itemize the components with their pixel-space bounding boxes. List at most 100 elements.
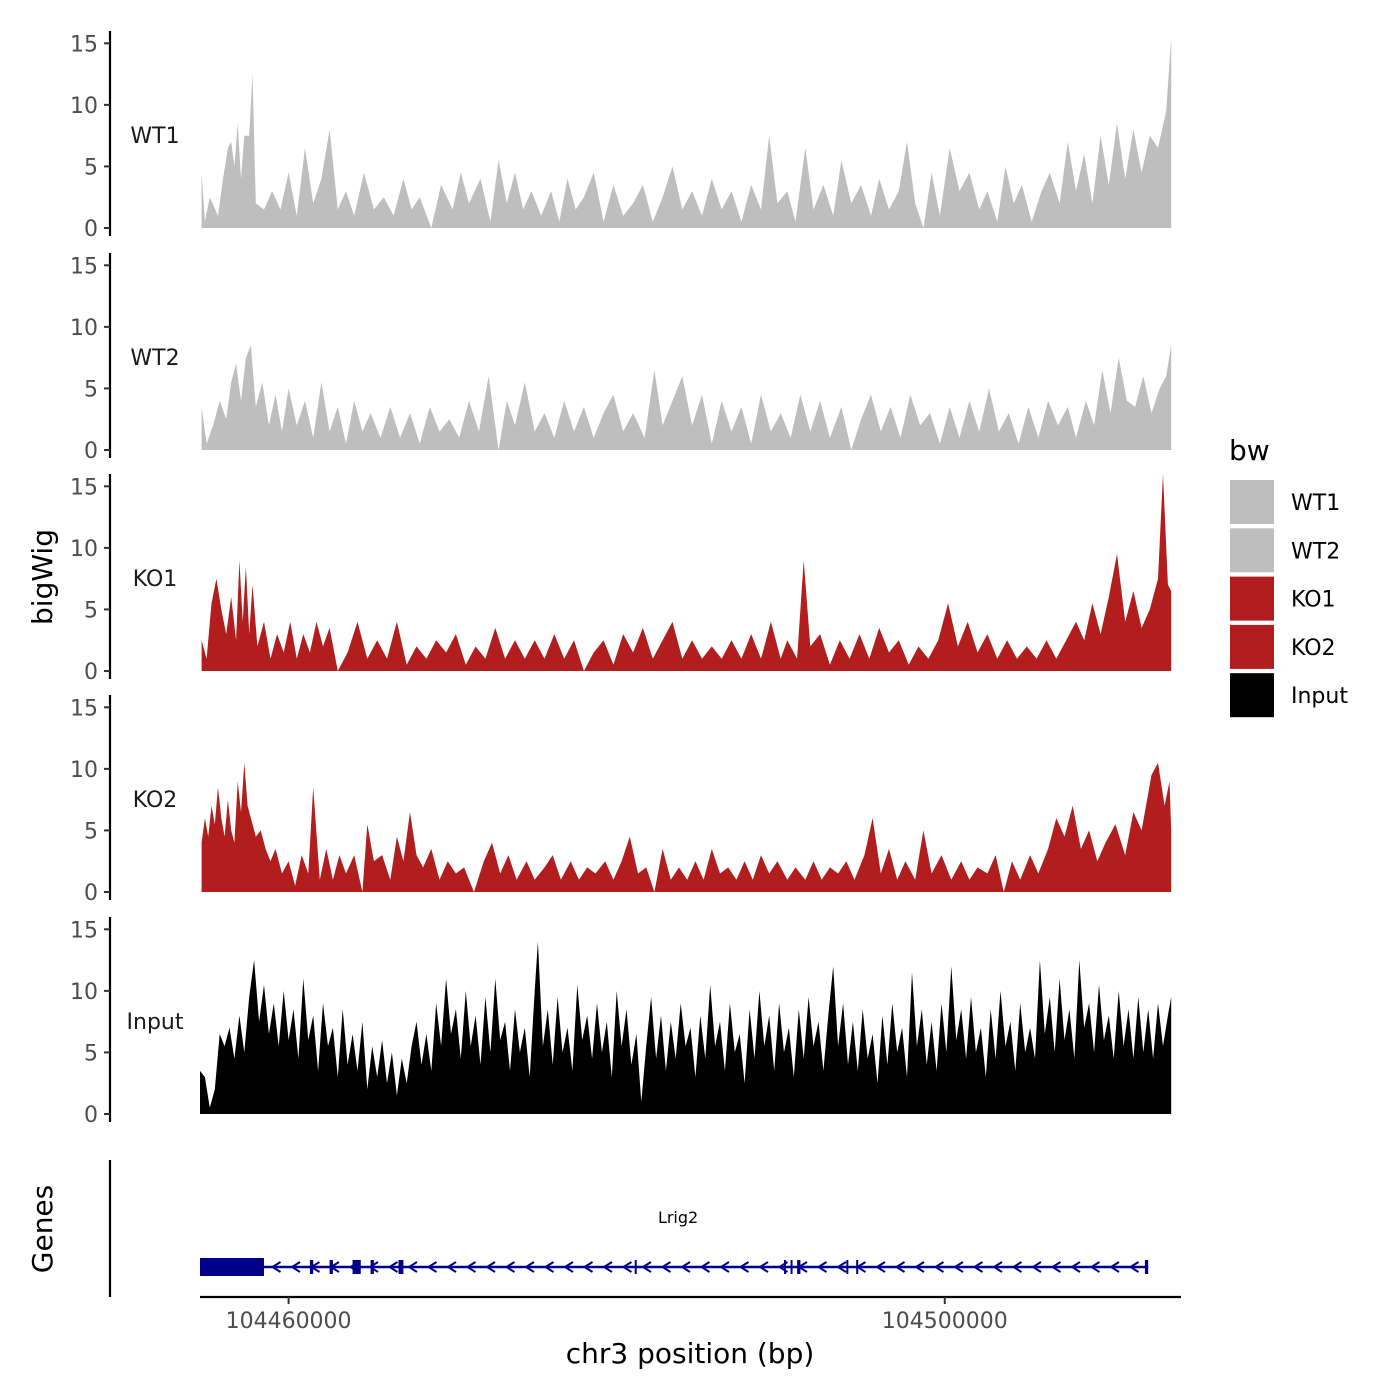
gene-exon [790,1260,793,1274]
gene-exon [846,1260,849,1274]
legend-swatch-input [1230,673,1274,718]
y-tick-label: 5 [84,155,98,180]
genes-axis-title: Genes [26,1185,59,1273]
gene-exon [352,1260,361,1274]
track-wt1: 0 5 10 15 WT1 [70,31,1172,242]
y-tick-label: 0 [84,217,98,242]
legend-swatch-wt1 [1230,480,1274,524]
track-input: 0 5 10 15 Input [70,917,1172,1128]
gene-strand-arrow [1109,1261,1120,1273]
legend-title: bw [1229,434,1270,467]
x-tick-label: 104500000 [882,1309,1008,1334]
gene-strand-arrow [680,1261,691,1273]
gene-strand-arrow [953,1261,964,1273]
gene-strand-arrow [1070,1261,1081,1273]
gene-utr-exon [200,1258,264,1276]
coverage-area-wt1 [201,37,1172,229]
coverage-tracks: 0 5 10 15 WT1 0 5 10 15 WT2 0 5 10 15 KO1 0 5 10 15 KO2 0 5 10… [70,31,1172,1128]
coverage-area-wt2 [201,345,1172,450]
y-tick-label: 5 [84,819,98,844]
gene-strand-arrow [524,1261,535,1273]
gene-strand-arrow [816,1261,828,1273]
legend-label-wt1: WT1 [1291,491,1340,516]
track-label-ko1: KO1 [133,567,178,592]
y-tick-label: 0 [84,1103,98,1128]
legend-label-ko1: KO1 [1291,588,1336,613]
y-tick-label: 0 [84,881,98,906]
gene-strand-arrow [543,1261,555,1273]
gene-exon [329,1260,333,1274]
gene-strand-arrow [1031,1261,1042,1273]
y-tick-label: 15 [70,254,98,279]
track-wt2: 0 5 10 15 WT2 [70,253,1172,464]
gene-strand-arrow [1050,1261,1062,1273]
legend-swatch-wt2 [1230,528,1274,573]
gene-exon [370,1260,374,1274]
gene-exon [398,1260,404,1274]
y-tick-label: 0 [84,439,98,464]
x-axis-title: chr3 position (bp) [566,1337,815,1370]
legend-label-input: Input [1291,684,1348,709]
track-label-input: Input [127,1010,184,1035]
gene-strand-arrow [446,1261,457,1273]
gene-exon [784,1260,787,1274]
genes-track: Lrig2 [108,1160,1149,1297]
gene-strand-arrow [426,1261,438,1273]
y-tick-label: 10 [70,758,98,783]
gene-strand-arrow [894,1261,906,1273]
gene-strand-arrow [270,1261,282,1273]
y-tick-label: 10 [70,980,98,1005]
y-tick-label: 10 [70,94,98,119]
track-ko2: 0 5 10 15 KO2 [70,695,1172,906]
coverage-area-ko2 [201,762,1172,892]
y-tick-label: 15 [70,696,98,721]
gene-exon [1144,1260,1149,1274]
gene-exon [797,1260,801,1274]
gene-strand-arrow [738,1261,750,1273]
gene-strand-arrow [1089,1261,1101,1273]
y-tick-label: 0 [84,660,98,685]
gene-strand-arrow [485,1261,496,1273]
gene-strand-arrow [407,1261,418,1273]
gene-strand-arrow [504,1261,516,1273]
gene-exon [309,1260,314,1274]
legend: bw WT1 WT2 KO1 KO2 Input [1229,434,1348,718]
y-tick-label: 5 [84,1041,98,1066]
track-label-ko2: KO2 [133,788,178,813]
y-tick-label: 5 [84,598,98,623]
gene-strand-arrow [972,1261,984,1273]
gene-strand-arrow [914,1261,925,1273]
y-tick-label: 15 [70,32,98,57]
gene-strand-arrow [465,1261,477,1273]
x-tick-label: 104460000 [226,1309,352,1334]
gene-exon [634,1260,637,1274]
gene-strand-arrow [875,1261,886,1273]
track-ko1: 0 5 10 15 KO1 [70,474,1172,685]
gene-strand-arrow [933,1261,945,1273]
gene-strand-arrow [387,1261,399,1273]
y-tick-label: 10 [70,316,98,341]
gene-strand-arrow [368,1261,379,1273]
legend-swatch-ko1 [1230,576,1274,621]
y-tick-label: 5 [84,377,98,402]
gene-strand-arrow [1011,1261,1023,1273]
gene-label: Lrig2 [658,1208,698,1227]
legend-label-wt2: WT2 [1291,539,1340,564]
gene-strand-arrow [563,1261,574,1273]
track-label-wt1: WT1 [130,124,179,149]
legend-swatch-ko2 [1230,624,1274,669]
gene-strand-arrow [836,1261,847,1273]
gene-strand-arrow [602,1261,613,1273]
track-label-wt2: WT2 [130,346,179,371]
gene-strand-arrow [699,1261,711,1273]
gene-strand-arrow [641,1261,652,1273]
legend-label-ko2: KO2 [1291,636,1336,661]
gene-strand-arrow [660,1261,672,1273]
coverage-area-input [200,941,1172,1114]
y-tick-label: 15 [70,918,98,943]
coverage-area-ko1 [201,474,1172,671]
gene-strand-arrow [582,1261,594,1273]
gene-strand-arrow [719,1261,730,1273]
y-axis-title: bigWig [26,529,59,625]
x-axis: 104460000 104500000 [200,1295,1181,1334]
